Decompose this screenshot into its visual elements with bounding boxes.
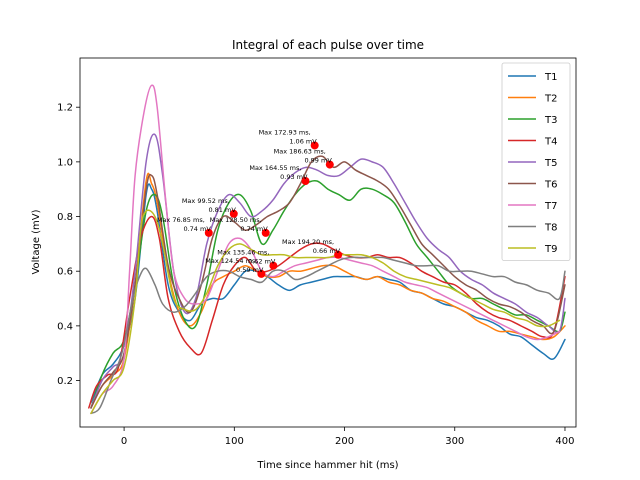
annotation-line: Max 186.63 ms,	[274, 148, 326, 156]
y-tick-label: 0.6	[57, 267, 73, 278]
max-marker-t5	[325, 160, 334, 169]
x-tick-label: 400	[555, 436, 574, 447]
annotation-line: 0.59 mV	[236, 266, 264, 274]
max-marker-t3	[301, 177, 310, 185]
series-line-t4	[88, 215, 566, 409]
annotation-line: Max 135.46 ms,	[217, 249, 269, 257]
series-group	[88, 84, 566, 415]
max-annotation-t7: Max 99.52 ms, 0.81 mV	[182, 197, 237, 214]
y-tick-label: 0.2	[57, 376, 73, 387]
series-line-t5	[90, 133, 566, 409]
max-annotation-t2: Max 135.46 ms, 0.62 mV	[217, 249, 276, 266]
series-line-t6	[90, 155, 566, 409]
series-line-t8	[90, 256, 566, 415]
annotation-line: 0.81 mV	[208, 206, 236, 214]
legend: T1 T2 T3 T4 T5 T6 T7 T8 T9	[501, 62, 571, 261]
series-line-t1	[90, 183, 566, 404]
max-annotation-t5: Max 186.63 ms, 0.99 mV	[274, 148, 333, 165]
max-annotation-t6: Max 172.93 ms, 1.06 mV	[259, 128, 318, 145]
annotation-line: Max 164.55 ms,	[249, 164, 301, 172]
annotation-line: Max 128.50 ms,	[210, 216, 262, 224]
series-line-t7	[90, 84, 561, 415]
legend-label-t9: T9	[544, 244, 557, 255]
annotation-line: Max 76.85 ms,	[157, 216, 205, 224]
max-annotation-t1: Max 124.54 ms, 0.59 mV	[205, 257, 264, 274]
max-annotation-t3: Max 164.55 ms, 0.93 mV	[249, 164, 308, 181]
series-line-t2	[90, 172, 566, 409]
max-marker-t2	[269, 261, 278, 270]
y-tick-label: 1.0	[57, 157, 73, 168]
annotation-line: 0.66 mV	[313, 247, 341, 255]
x-axis-label: Time since hammer hit (ms)	[256, 460, 398, 471]
annotation-line: 0.74 mV	[183, 225, 211, 233]
annotation-line: Max 172.93 ms,	[259, 128, 311, 136]
y-axis-label: Voltage (mV)	[31, 209, 42, 274]
y-tick-label: 0.8	[57, 212, 73, 223]
axes-frame	[79, 57, 577, 428]
x-tick-label: 200	[335, 436, 354, 447]
annotation-line: 1.06 mV	[289, 137, 317, 145]
max-annotation-t4: Max 194.20 ms, 0.66 mV	[282, 238, 341, 255]
legend-label-t4: T4	[544, 137, 557, 148]
annotation-line: Max 124.54 ms,	[205, 257, 257, 265]
x-tick-label: 0	[121, 436, 127, 447]
max-marker-t6	[310, 141, 319, 150]
legend-label-t2: T2	[544, 94, 557, 105]
legend-label-t1: T1	[544, 72, 557, 83]
chart-title: Integral of each pulse over time	[232, 38, 424, 52]
legend-label-t6: T6	[544, 180, 557, 191]
annotation-line: 0.99 mV	[304, 157, 332, 165]
annotation-line: 0.74 mV	[240, 225, 268, 233]
annotation-line: Max 194.20 ms,	[282, 238, 334, 246]
max-annotation-t8: Max 76.85 ms, 0.74 mV	[157, 216, 212, 233]
annotation-line: Max 99.52 ms,	[182, 197, 230, 205]
annotation-line: 0.62 mV	[248, 258, 276, 266]
legend-label-t7: T7	[544, 201, 557, 212]
legend-label-t5: T5	[544, 158, 557, 169]
max-marker-t7	[229, 209, 238, 218]
series-line-t3	[90, 179, 566, 409]
plot-area: 0 100 200 300 400 0.2 0.4 0.6 0.8 1.0 1.2 Max 124.5…	[57, 57, 577, 447]
max-marker-t8	[204, 228, 213, 237]
y-tick-label: 0.4	[57, 321, 73, 332]
max-marker-t9	[261, 228, 270, 237]
x-tick-label: 100	[225, 436, 244, 447]
max-marker-t4	[334, 250, 343, 259]
legend-label-t3: T3	[544, 115, 557, 126]
max-marker-t1	[257, 269, 266, 278]
legend-label-t8: T8	[544, 223, 557, 234]
annotation-line: 0.93 mV	[280, 173, 308, 181]
y-tick-label: 1.2	[57, 103, 73, 114]
x-tick-label: 300	[445, 436, 464, 447]
series-line-t9	[90, 209, 561, 415]
max-annotation-t9: Max 128.50 ms, 0.74 mV	[210, 216, 269, 233]
